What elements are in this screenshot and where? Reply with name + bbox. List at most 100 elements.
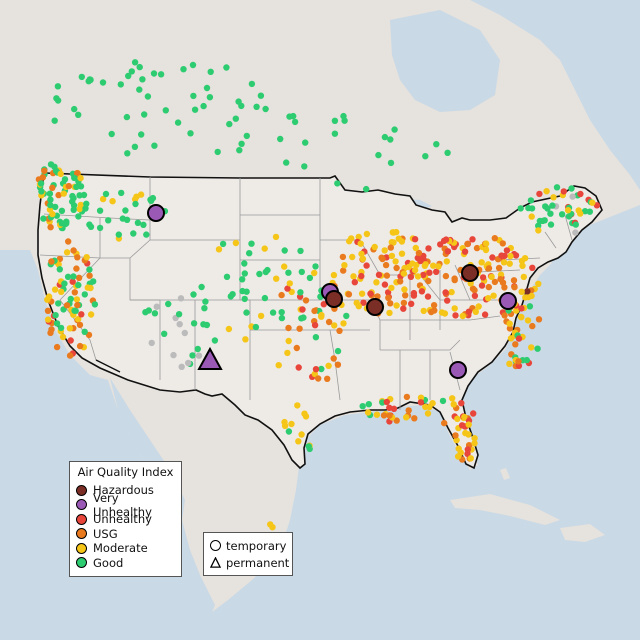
monitor-dot-good: [262, 105, 269, 113]
monitor-dot-usg: [442, 272, 450, 280]
monitor-dot-good: [189, 61, 197, 69]
monitor-dot-moderate: [550, 194, 557, 201]
monitor-dot-good: [139, 76, 146, 83]
monitor-dot-moderate: [506, 320, 513, 327]
monitor-dot-good: [252, 323, 260, 331]
monitor-dot-usg: [425, 277, 432, 285]
monitor-dot-good: [387, 159, 395, 167]
monitor-dot-moderate: [73, 296, 81, 303]
monitor-dot-unhealthy: [417, 257, 424, 265]
monitor-dot-usg: [379, 255, 386, 263]
monitor-dot-unhealthy: [471, 292, 479, 299]
monitor-dot-good: [96, 224, 104, 232]
monitor-dot-good: [175, 311, 183, 318]
monitor-dot-good: [290, 112, 297, 120]
monitor-dot-moderate: [349, 253, 356, 261]
monitor-dot-good: [297, 247, 304, 255]
monitor-dot-moderate: [543, 188, 550, 195]
monitor-dot-unhealthy: [560, 188, 567, 195]
monitor-dot-moderate: [242, 336, 249, 343]
monitor-dot-unhealthy: [67, 337, 74, 344]
monitor-dot-moderate: [506, 360, 513, 367]
monitor-dot-unhealthy: [69, 278, 76, 285]
monitor-dot-usg: [400, 299, 408, 307]
monitor-dot-moderate: [77, 174, 84, 182]
monitor-dot-moderate: [429, 400, 436, 407]
monitor-type-legend: temporary permanent: [203, 532, 293, 576]
monitor-dot-good: [375, 151, 382, 159]
monitor-dot-good: [248, 240, 255, 247]
monitor-dot-moderate: [465, 421, 472, 428]
monitor-dot-usg: [47, 329, 54, 337]
legend-label: Hazardous: [93, 483, 154, 498]
monitor-dot-good: [52, 203, 59, 211]
monitor-dot-moderate: [295, 438, 302, 445]
monitor-dot-moderate: [44, 316, 52, 323]
monitor-dot-unhealthy: [383, 398, 390, 406]
monitor-dot-good: [83, 200, 90, 207]
temporary-monitor-hazardous: [366, 298, 384, 316]
monitor-dot-unhealthy: [400, 305, 407, 312]
monitor-dot-good: [246, 250, 253, 257]
monitor-dot-moderate: [451, 305, 458, 312]
monitor-dot-moderate: [589, 199, 596, 206]
monitor-dot-good: [527, 197, 535, 204]
type-legend-temporary: temporary: [204, 537, 292, 554]
monitor-dot-good: [54, 83, 62, 90]
monitor-dot-usg: [510, 277, 518, 284]
monitor-dot-moderate: [346, 238, 353, 245]
monitor-dot-good: [47, 161, 55, 168]
monitor-dot-good: [81, 328, 88, 335]
monitor-dot-good: [122, 207, 129, 214]
monitor-dot-moderate: [522, 294, 529, 301]
monitor-dot-good: [136, 63, 143, 71]
legend-label: Very Unhealthy: [92, 490, 152, 519]
monitor-dot-moderate: [524, 317, 532, 324]
monitor-dot-good: [71, 307, 78, 314]
monitor-dot-moderate: [393, 228, 400, 236]
usg-swatch: [76, 528, 87, 540]
monitor-dot-moderate: [518, 288, 525, 295]
monitor-dot-good: [60, 306, 67, 313]
monitor-dot-usg: [451, 276, 458, 284]
monitor-dot-unhealthy: [503, 247, 511, 254]
monitor-dot-moderate: [450, 401, 457, 408]
monitor-dot-usg: [75, 274, 83, 281]
monitor-dot-good: [203, 321, 211, 329]
monitor-dot-usg: [485, 265, 493, 272]
monitor-dot-good: [223, 273, 231, 280]
monitor-dot-moderate: [286, 280, 293, 287]
very-unhealthy-swatch: [76, 499, 87, 511]
monitor-dot-unhealthy: [536, 190, 543, 198]
monitor-dot-moderate: [519, 262, 526, 269]
aqi-legend: Air Quality Index Hazardous Very Unhealt…: [69, 461, 182, 577]
monitor-dot-moderate: [461, 413, 468, 421]
monitor-dot-moderate: [355, 233, 362, 241]
monitor-dot-unhealthy: [489, 254, 496, 261]
monitor-dot-moderate: [467, 455, 474, 462]
monitor-dot-good: [67, 295, 75, 303]
monitor-dot-moderate: [506, 260, 513, 267]
monitor-dot-good: [190, 92, 197, 100]
monitor-dot-good: [85, 78, 92, 85]
monitor-dot-usg: [441, 419, 448, 427]
monitor-dot-moderate: [457, 449, 464, 456]
monitor-dot-good: [75, 111, 82, 119]
monitor-dot-moderate: [66, 325, 74, 332]
monitor-dot-good: [140, 221, 147, 228]
monitor-dot-good: [334, 180, 341, 187]
monitor-dot-moderate: [359, 255, 367, 262]
monitor-dot-good: [298, 268, 305, 276]
monitor-dot-moderate: [528, 213, 535, 220]
monitor-dot-unhealthy: [420, 271, 427, 279]
monitor-dot-good: [125, 72, 132, 80]
monitor-dot-moderate: [273, 275, 280, 282]
monitor-dot-usg: [340, 267, 347, 274]
monitor-dot-good: [586, 208, 593, 215]
monitor-dot-good: [227, 293, 234, 300]
monitor-dot-usg: [74, 301, 81, 309]
monitor-dot-good: [365, 401, 372, 408]
monitor-dot-good: [191, 106, 199, 113]
monitor-dot-unhealthy: [417, 399, 425, 406]
monitor-dot-moderate: [535, 227, 542, 234]
